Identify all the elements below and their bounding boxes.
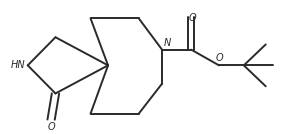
Text: O: O xyxy=(215,53,223,63)
Text: O: O xyxy=(47,122,55,132)
Text: O: O xyxy=(189,13,197,23)
Text: HN: HN xyxy=(11,60,25,70)
Text: N: N xyxy=(164,38,171,48)
